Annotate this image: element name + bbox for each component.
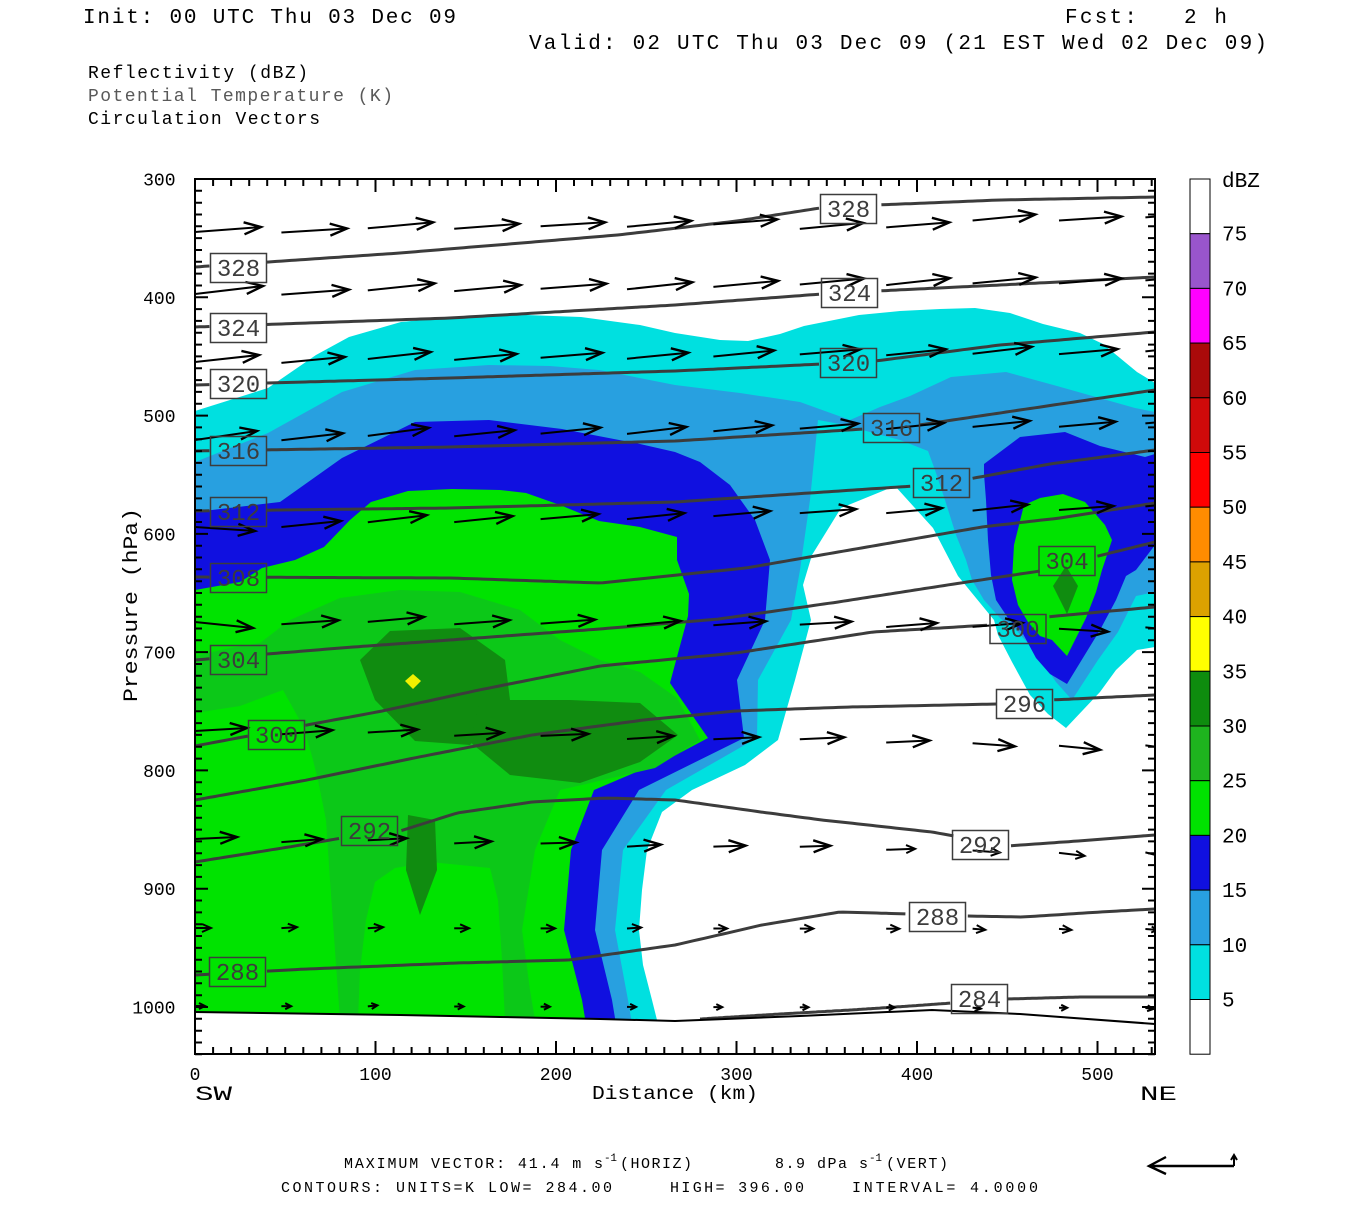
svg-text:(VERT): (VERT) <box>886 1156 948 1173</box>
svg-text:284: 284 <box>958 988 1001 1015</box>
svg-text:296: 296 <box>1003 693 1046 720</box>
svg-text:Reflectivity (dBZ): Reflectivity (dBZ) <box>88 64 308 84</box>
svg-text:5: 5 <box>1222 991 1235 1014</box>
svg-text:40: 40 <box>1222 608 1247 631</box>
svg-text:Pressure (hPa): Pressure (hPa) <box>121 508 144 702</box>
svg-text:NE: NE <box>1140 1084 1177 1107</box>
svg-text:30: 30 <box>1222 717 1247 740</box>
svg-text:-1: -1 <box>869 1153 882 1165</box>
svg-text:35: 35 <box>1222 662 1247 685</box>
svg-text:312: 312 <box>920 472 963 499</box>
svg-text:25: 25 <box>1222 772 1247 795</box>
svg-text:Circulation Vectors: Circulation Vectors <box>88 110 320 130</box>
svg-text:292: 292 <box>959 834 1002 861</box>
svg-text:-1: -1 <box>604 1153 617 1165</box>
svg-text:400: 400 <box>901 1066 933 1086</box>
svg-text:20: 20 <box>1222 826 1247 849</box>
svg-text:312: 312 <box>217 501 260 528</box>
svg-text:75: 75 <box>1222 225 1247 248</box>
svg-text:Fcst:: Fcst: <box>1065 7 1137 30</box>
svg-text:MAXIMUM VECTOR: 41.4 m s: MAXIMUM VECTOR: 41.4 m s <box>344 1156 603 1173</box>
svg-text:328: 328 <box>217 257 260 284</box>
svg-text:55: 55 <box>1222 444 1247 467</box>
svg-text:500: 500 <box>143 408 175 428</box>
svg-text:316: 316 <box>870 417 913 444</box>
svg-text:50: 50 <box>1222 498 1247 521</box>
svg-text:320: 320 <box>827 352 870 379</box>
svg-text:300: 300 <box>255 724 298 751</box>
svg-text:800: 800 <box>143 763 175 783</box>
svg-text:60: 60 <box>1222 389 1247 412</box>
svg-text:15: 15 <box>1222 881 1247 904</box>
svg-text:300: 300 <box>996 618 1039 645</box>
svg-text:1000: 1000 <box>132 1000 175 1020</box>
svg-text:316: 316 <box>217 440 260 467</box>
svg-text:Distance (km): Distance (km) <box>592 1083 758 1105</box>
svg-text:100: 100 <box>359 1066 391 1086</box>
svg-text:324: 324 <box>828 282 871 309</box>
svg-text:288: 288 <box>216 961 259 988</box>
svg-text:324: 324 <box>217 317 260 344</box>
svg-text:288: 288 <box>916 906 959 933</box>
svg-text:0: 0 <box>190 1066 201 1086</box>
svg-text:304: 304 <box>217 649 260 676</box>
svg-text:900: 900 <box>143 881 175 901</box>
svg-text:45: 45 <box>1222 553 1247 576</box>
svg-text:8.9 dPa s: 8.9 dPa s <box>775 1156 868 1173</box>
svg-text:304: 304 <box>1045 550 1088 577</box>
svg-text:2 h: 2 h <box>1184 7 1227 30</box>
svg-text:500: 500 <box>1081 1066 1113 1086</box>
svg-text:300: 300 <box>143 172 175 192</box>
svg-text:600: 600 <box>143 526 175 546</box>
svg-text:70: 70 <box>1222 279 1247 302</box>
svg-text:200: 200 <box>540 1066 572 1086</box>
svg-text:(HORIZ): (HORIZ) <box>620 1156 692 1173</box>
svg-text:300: 300 <box>720 1066 752 1086</box>
svg-text:308: 308 <box>217 567 260 594</box>
svg-text:700: 700 <box>143 645 175 665</box>
svg-text:SW: SW <box>195 1084 232 1107</box>
svg-text:292: 292 <box>348 820 391 847</box>
svg-text:328: 328 <box>827 198 870 225</box>
svg-text:65: 65 <box>1222 334 1247 357</box>
svg-text:10: 10 <box>1222 936 1247 959</box>
svg-text:dBZ: dBZ <box>1222 171 1260 194</box>
svg-text:Init: 00 UTC Thu 03 Dec 09: Init: 00 UTC Thu 03 Dec 09 <box>83 7 456 30</box>
svg-text:320: 320 <box>217 373 260 400</box>
svg-text:CONTOURS: UNITS=K LOW= 284.: CONTOURS: UNITS=K LOW= 284.00 <box>281 1180 612 1197</box>
svg-text:Potential Temperature (K): Potential Temperature (K) <box>88 87 393 107</box>
svg-text:400: 400 <box>143 290 175 310</box>
